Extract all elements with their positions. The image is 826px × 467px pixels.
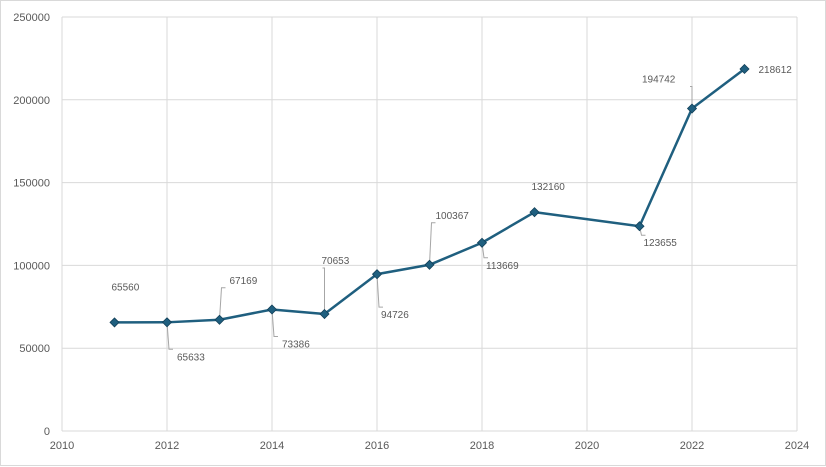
label-leader-line (271, 309, 278, 337)
x-tick-label: 2022 (680, 440, 704, 452)
data-label: 67169 (230, 276, 258, 287)
data-point (319, 308, 330, 320)
data-label: 65633 (177, 352, 205, 363)
data-points (109, 63, 750, 328)
data-point (739, 63, 750, 75)
data-label: 123655 (644, 238, 678, 249)
y-tick-label: 250000 (13, 12, 50, 24)
data-point (634, 221, 645, 232)
y-tick-label: 200000 (13, 95, 50, 107)
data-point (529, 207, 540, 218)
data-label: 194742 (642, 75, 676, 86)
x-tick-label: 2012 (155, 440, 179, 452)
data-label: 113669 (486, 261, 519, 272)
x-tick-label: 2010 (50, 440, 74, 452)
x-tick-label: 2016 (365, 440, 389, 452)
data-label: 100367 (436, 211, 470, 222)
data-point (371, 269, 383, 280)
data-label: 73386 (282, 339, 310, 350)
label-leader-line (376, 274, 383, 308)
y-tick-label: 0 (44, 426, 50, 438)
data-label: 70653 (322, 256, 350, 267)
data-point (424, 259, 435, 270)
y-tick-label: 150000 (13, 178, 50, 190)
label-leader-line (219, 287, 226, 320)
label-leader-line (690, 86, 693, 109)
data-labels: 65560 65633 67169 73386 70653 94726 100367 1136… (112, 65, 793, 363)
data-point (214, 314, 225, 325)
label-leader-line (481, 242, 488, 259)
y-tick-label: 100000 (13, 260, 50, 272)
x-tick-label: 2014 (260, 440, 284, 452)
label-leaders (166, 86, 693, 350)
series-line-group (114, 67, 746, 324)
label-leader-line (166, 322, 173, 350)
label-leader-line (429, 222, 436, 265)
data-label: 94726 (381, 310, 409, 321)
x-tick-label: 2024 (785, 440, 809, 452)
series-line (114, 67, 746, 324)
data-label: 132160 (532, 182, 566, 193)
axis-ticks: 2010 2012 2014 2016 2018 2020 2022 2024 0 50000 10… (13, 12, 809, 452)
x-tick-label: 2020 (575, 440, 599, 452)
gridlines (61, 16, 798, 432)
label-leader-line (322, 267, 325, 314)
data-point (686, 103, 698, 114)
data-point (266, 304, 278, 315)
y-tick-label: 50000 (19, 343, 50, 355)
data-point (109, 317, 120, 328)
data-point (161, 317, 173, 328)
data-label: 218612 (759, 65, 793, 76)
data-label: 65560 (112, 282, 140, 293)
x-tick-label: 2018 (470, 440, 494, 452)
data-point (476, 237, 488, 248)
